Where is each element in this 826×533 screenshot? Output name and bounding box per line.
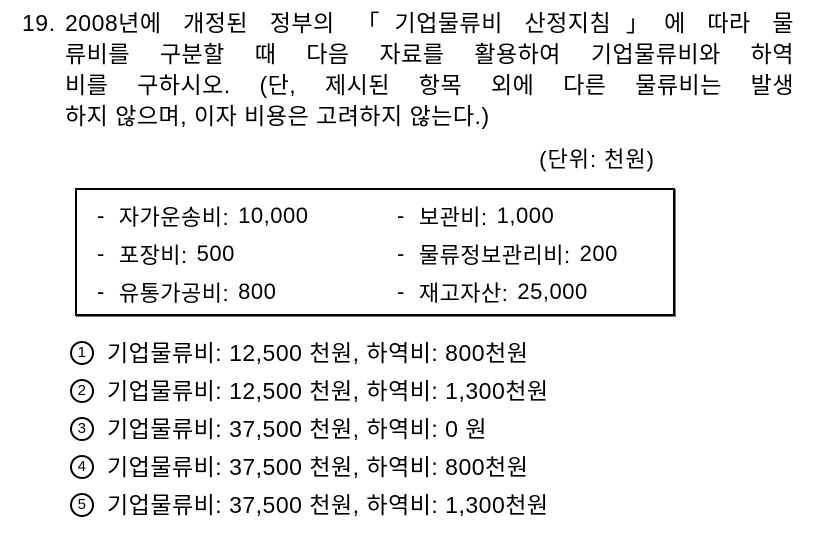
cost-item: - 재고자산: 25,000 [397, 276, 673, 308]
cost-label: 물류정보관리비: [418, 243, 571, 268]
cost-label: 포장비: [118, 243, 188, 268]
bullet-dash: - [397, 241, 405, 266]
cost-value: 200 [579, 241, 618, 266]
choice-option-5[interactable]: 5 기업물류비: 37,500 천원, 하역비: 1,300천원 [70, 492, 790, 530]
bullet-dash: - [97, 241, 105, 266]
question-line-text: 비를 구하시오. (단, 제시된 항목 외에 다른 물류비는 발생 [65, 72, 794, 98]
choice-text: 기업물류비: 12,500 천원, 하역비: 800천원 [107, 340, 529, 366]
cost-value: 500 [196, 241, 235, 266]
bullet-dash: - [397, 203, 405, 228]
cost-value: 25,000 [517, 279, 588, 304]
choice-text: 기업물류비: 12,500 천원, 하역비: 1,300천원 [107, 378, 549, 404]
question-block: 19. 2008년에 개정된 정부의 「기업물류비 산정지침」에 따라 물 류비… [22, 8, 794, 132]
question-line-text: 류비를 구분할 때 다음 자료를 활용하여 기업물류비와 하역 [65, 41, 794, 67]
question-line-text: 2008년에 개정된 정부의 「기업물류비 산정지침」에 따라 물 [65, 10, 794, 36]
choice-number-circle: 4 [70, 455, 94, 479]
question-line: 19. 2008년에 개정된 정부의 「기업물류비 산정지침」에 따라 물 [22, 8, 794, 39]
bullet-dash: - [97, 279, 105, 304]
cost-row: - 자가운송비: 10,000 - 보관비: 1,000 [97, 197, 673, 235]
choice-number-circle: 5 [70, 493, 94, 517]
cost-item: - 자가운송비: 10,000 [97, 200, 397, 232]
bullet-dash: - [97, 203, 105, 228]
cost-item: - 물류정보관리비: 200 [397, 238, 673, 270]
cost-item: - 보관비: 1,000 [397, 200, 673, 232]
choice-text: 기업물류비: 37,500 천원, 하역비: 1,300천원 [107, 492, 549, 518]
unit-label: (단위: 천원) [539, 147, 655, 172]
cost-row: - 포장비: 500 - 물류정보관리비: 200 [97, 235, 673, 273]
cost-label: 유통가공비: [118, 281, 230, 306]
cost-box: - 자가운송비: 10,000 - 보관비: 1,000 - 포장비: 500 … [75, 188, 675, 316]
choice-number-circle: 1 [70, 341, 94, 365]
cost-row: - 유통가공비: 800 - 재고자산: 25,000 [97, 273, 673, 311]
choice-text: 기업물류비: 37,500 천원, 하역비: 0 원 [107, 416, 488, 442]
cost-value: 1,000 [496, 203, 555, 228]
question-line-text: 하지 않으며, 이자 비용은 고려하지 않는다.) [65, 103, 490, 129]
choice-text: 기업물류비: 37,500 천원, 하역비: 800천원 [107, 454, 529, 480]
question-number: 19. [22, 10, 56, 36]
choices-list: 1 기업물류비: 12,500 천원, 하역비: 800천원 2 기업물류비: … [70, 340, 790, 530]
choice-option-3[interactable]: 3 기업물류비: 37,500 천원, 하역비: 0 원 [70, 416, 790, 454]
bullet-dash: - [397, 279, 405, 304]
cost-label: 재고자산: [418, 281, 509, 306]
choice-option-2[interactable]: 2 기업물류비: 12,500 천원, 하역비: 1,300천원 [70, 378, 790, 416]
cost-label: 자가운송비: [118, 205, 230, 230]
choice-number-circle: 3 [70, 417, 94, 441]
cost-label: 보관비: [418, 205, 488, 230]
choice-number-circle: 2 [70, 379, 94, 403]
cost-item: - 포장비: 500 [97, 238, 397, 270]
cost-value: 800 [238, 279, 277, 304]
cost-value: 10,000 [238, 203, 309, 228]
cost-item: - 유통가공비: 800 [97, 276, 397, 308]
choice-option-4[interactable]: 4 기업물류비: 37,500 천원, 하역비: 800천원 [70, 454, 790, 492]
choice-option-1[interactable]: 1 기업물류비: 12,500 천원, 하역비: 800천원 [70, 340, 790, 378]
